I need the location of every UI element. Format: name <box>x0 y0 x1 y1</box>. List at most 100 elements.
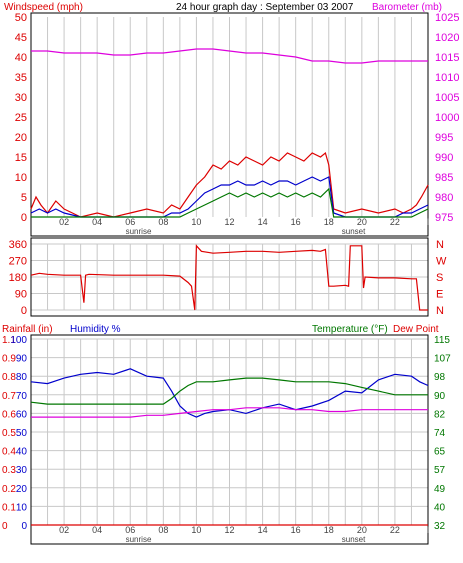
y2-tick-label: 1020 <box>435 32 459 44</box>
y-tick-label: 270 <box>9 256 27 268</box>
rain-tick-label: 0.4 <box>2 447 16 458</box>
humidity-axis-title: Humidity % <box>70 324 121 335</box>
x-tick-label: 16 <box>291 525 301 535</box>
dewpoint-line <box>31 407 428 418</box>
x-tick-label: 14 <box>258 217 268 227</box>
y-tick-label: 0 <box>21 305 27 317</box>
chart-title: 24 hour graph day : September 03 2007 <box>176 2 354 13</box>
y2-tick-label: 985 <box>435 172 453 184</box>
x-tick-label: 08 <box>158 217 168 227</box>
humidity-tick-label: 30 <box>16 465 28 476</box>
humidity-tick-label: 20 <box>16 484 28 495</box>
compass-label: W <box>436 256 447 268</box>
plot-frame <box>30 334 429 545</box>
y2-tick-label: 1000 <box>435 112 459 124</box>
x-marker-label: sunrise <box>126 535 152 544</box>
y2-tick-label: 1005 <box>435 92 459 104</box>
plot-frame <box>30 237 429 317</box>
humidity-tick-label: 10 <box>16 502 28 513</box>
y2-tick-label: 980 <box>435 192 453 204</box>
x-tick-label: 06 <box>125 525 135 535</box>
temperature-axis-title: Temperature (°F) <box>312 324 388 335</box>
humidity-tick-label: 70 <box>16 391 28 402</box>
temp-tick-label: 115 <box>434 335 450 346</box>
rain-tick-label: 0.2 <box>2 484 16 495</box>
x-tick-label: 18 <box>324 525 334 535</box>
y2-tick-label: 975 <box>435 212 453 224</box>
temp-tick-label: 57 <box>434 465 446 476</box>
y2-tick-label: 1025 <box>435 12 459 24</box>
humidity-tick-label: 100 <box>10 335 27 346</box>
rain-tick-label: 0.9 <box>2 354 16 365</box>
temp-tick-label: 49 <box>434 484 446 495</box>
x-tick-label: 02 <box>59 217 69 227</box>
temp-tick-label: 98 <box>434 372 446 383</box>
rain-humidity-temp-panel: 0 00.1 100.2 200.3 300.4 400.5 500.6 600.7 700.8… <box>2 334 451 545</box>
wind-direction-line <box>30 244 428 311</box>
x-tick-label: 12 <box>224 525 234 535</box>
temp-tick-label: 32 <box>434 521 446 532</box>
x-tick-label: 10 <box>191 217 201 227</box>
humidity-tick-label: 0 <box>21 521 27 532</box>
y-tick-label: 40 <box>15 52 27 64</box>
wind-gust-line <box>30 151 429 218</box>
x-marker-label: sunset <box>342 535 366 544</box>
y-tick-label: 5 <box>21 192 27 204</box>
temp-tick-label: 90 <box>434 391 446 402</box>
y-tick-label: 15 <box>15 152 27 164</box>
rain-tick-label: 0.3 <box>2 465 16 476</box>
rain-tick-label: 0.5 <box>2 428 16 439</box>
x-tick-label: 16 <box>291 217 301 227</box>
x-tick-label: 12 <box>224 217 234 227</box>
x-tick-label: 20 <box>357 217 367 227</box>
y-tick-label: 35 <box>15 72 27 84</box>
humidity-tick-label: 80 <box>16 372 28 383</box>
rain-tick-label: 0.6 <box>2 409 16 420</box>
y-tick-label: 10 <box>15 172 27 184</box>
barometer-line <box>31 48 428 64</box>
y-tick-label: 45 <box>15 32 27 44</box>
x-tick-label: 08 <box>158 525 168 535</box>
rain-tick-label: 0.1 <box>2 502 16 513</box>
y2-tick-label: 1010 <box>435 72 459 84</box>
plot-frame <box>30 12 429 237</box>
compass-label: E <box>436 289 443 301</box>
humidity-tick-label: 40 <box>16 447 28 458</box>
y-tick-label: 180 <box>9 272 27 284</box>
humidity-tick-label: 90 <box>16 354 28 365</box>
wind-barometer-panel: 0510152025303540455097598098599099510001… <box>15 12 459 237</box>
barometer-axis-title: Barometer (mb) <box>372 2 442 13</box>
x-tick-label: 22 <box>390 525 400 535</box>
compass-label: S <box>436 272 443 284</box>
x-tick-label: 02 <box>59 525 69 535</box>
rain-tick-label: 0.7 <box>2 391 16 402</box>
temp-tick-label: 40 <box>434 502 446 513</box>
temp-tick-label: 74 <box>434 428 446 439</box>
rain-tick-label: 0 <box>2 521 8 532</box>
windspeed-axis-title: Windspeed (mph) <box>4 2 83 13</box>
y-tick-label: 90 <box>15 289 27 301</box>
y-tick-label: 0 <box>21 212 27 224</box>
y2-tick-label: 990 <box>435 152 453 164</box>
rain-tick-label: 1.1 <box>2 335 16 346</box>
temp-tick-label: 65 <box>434 447 446 458</box>
y-tick-label: 30 <box>15 92 27 104</box>
dewpoint-axis-title: Dew Point <box>393 324 439 335</box>
x-marker-label: sunrise <box>126 227 152 236</box>
x-tick-end: I <box>427 525 430 535</box>
x-tick-label: 04 <box>92 217 102 227</box>
rainfall-axis-title: Rainfall (in) <box>2 324 53 335</box>
x-tick-label: 14 <box>258 525 268 535</box>
rain-tick-label: 0.8 <box>2 372 16 383</box>
x-tick-end: I <box>427 217 430 227</box>
x-tick-label: 18 <box>324 217 334 227</box>
temp-tick-label: 107 <box>434 354 451 365</box>
y-tick-label: 20 <box>15 132 27 144</box>
x-tick-label: 06 <box>125 217 135 227</box>
x-tick-label: 04 <box>92 525 102 535</box>
y-tick-label: 50 <box>15 12 27 24</box>
humidity-tick-label: 50 <box>16 428 28 439</box>
